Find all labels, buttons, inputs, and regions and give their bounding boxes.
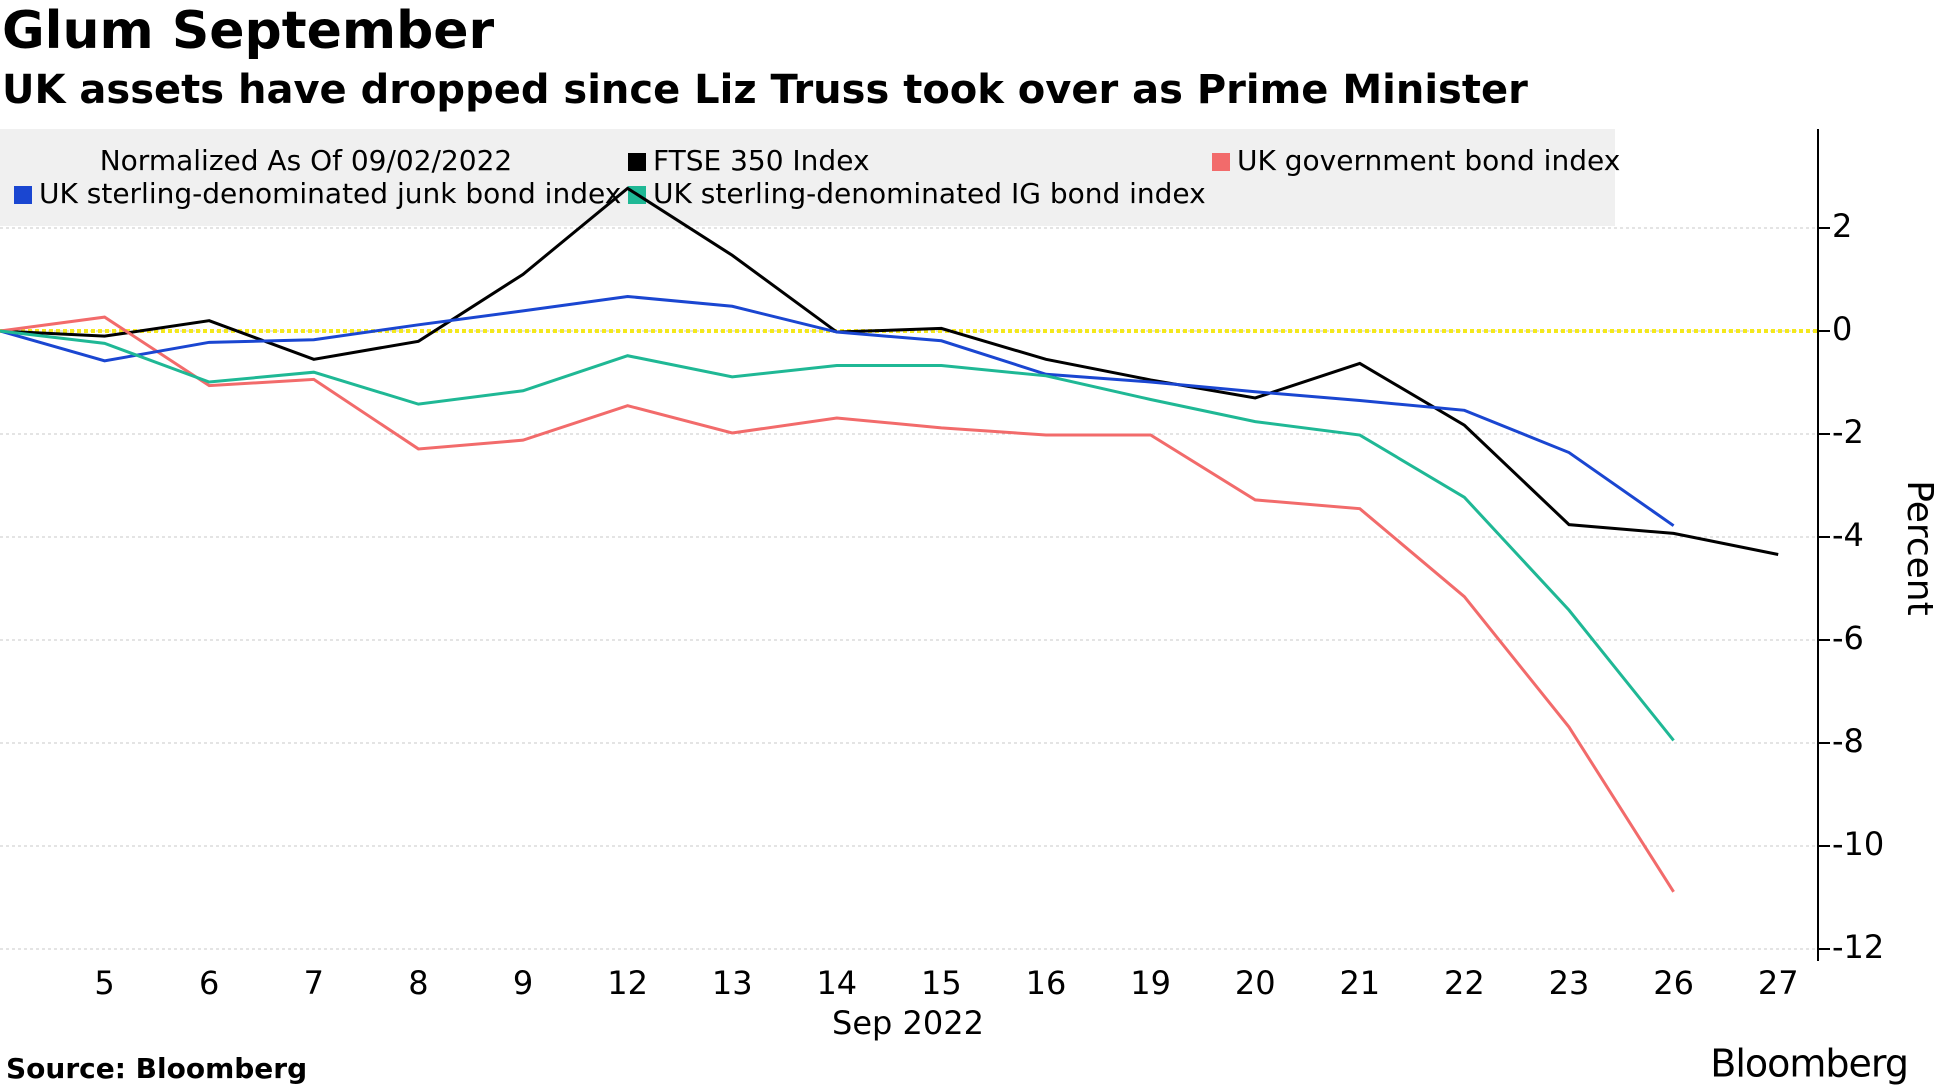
series-line [0, 294, 1675, 527]
x-axis-label: Sep 2022 [832, 1004, 984, 1042]
series-line [0, 315, 1675, 893]
x-tick-label: 13 [712, 964, 753, 1002]
x-tick-label: 23 [1549, 964, 1590, 1002]
y-tick-label: -2 [1832, 413, 1864, 451]
y-tick-label: -6 [1832, 619, 1864, 657]
x-tick-label: 19 [1130, 964, 1171, 1002]
x-tick-label: 22 [1444, 964, 1485, 1002]
legend-label: UK government bond index [1237, 144, 1620, 177]
legend-swatch [628, 153, 646, 171]
y-tick-label: -4 [1832, 516, 1864, 554]
x-tick-label: 20 [1235, 964, 1276, 1002]
y-tick-label: -10 [1832, 825, 1884, 863]
y-tick-label: 2 [1832, 207, 1852, 245]
y-tick-label: -12 [1832, 928, 1884, 966]
legend-swatch [1212, 153, 1230, 171]
x-tick-label: 7 [304, 964, 324, 1002]
y-tick-label: 0 [1832, 310, 1852, 348]
chart-title: Glum September [2, 1, 495, 61]
x-tick-label: 16 [1026, 964, 1067, 1002]
chart-subtitle: UK assets have dropped since Liz Truss t… [2, 67, 1528, 113]
y-tick-label: -8 [1832, 722, 1864, 760]
legend-swatch [14, 186, 32, 204]
x-tick-label: 21 [1339, 964, 1380, 1002]
x-tick-label: 9 [513, 964, 533, 1002]
x-tick-label: 6 [199, 964, 219, 1002]
legend-box [0, 129, 1615, 226]
x-tick-label: 15 [921, 964, 962, 1002]
legend-label: UK sterling-denominated IG bond index [653, 177, 1206, 210]
legend-title: Normalized As Of 09/02/2022 [100, 144, 513, 177]
series-line [0, 329, 1675, 742]
x-tick-label: 12 [607, 964, 648, 1002]
source: Source: Bloomberg [6, 1052, 307, 1085]
y-axis-label: Percent [1899, 480, 1940, 615]
brand: Bloomberg [1710, 1042, 1908, 1086]
legend-label: FTSE 350 Index [653, 144, 870, 177]
x-tick-label: 27 [1758, 964, 1799, 1002]
x-tick-label: 5 [94, 964, 114, 1002]
legend-label: UK sterling-denominated junk bond index [39, 177, 621, 210]
x-tick-label: 8 [408, 964, 428, 1002]
series-line [0, 186, 1779, 556]
x-tick-label: 26 [1653, 964, 1694, 1002]
x-tick-label: 14 [816, 964, 857, 1002]
